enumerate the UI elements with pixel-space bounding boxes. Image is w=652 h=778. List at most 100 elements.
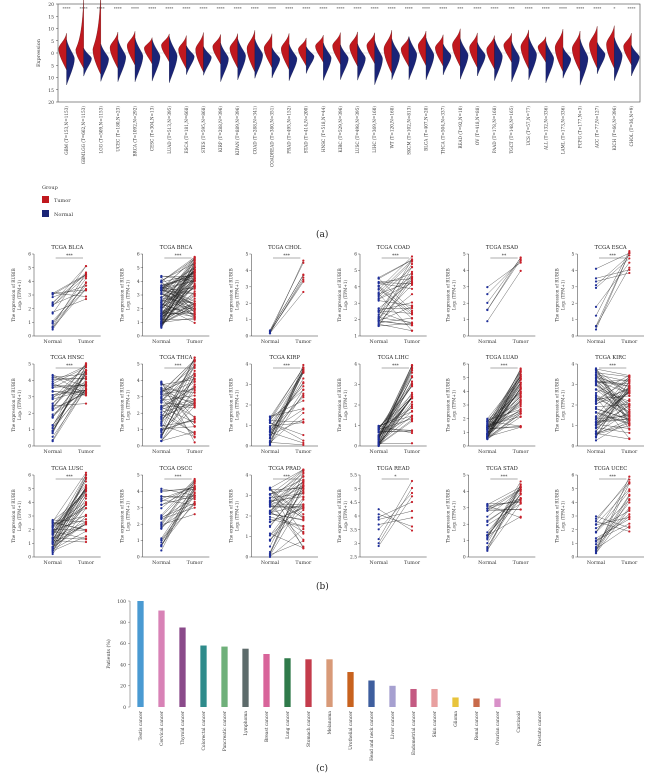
normal-point (486, 431, 489, 435)
pair-line (161, 271, 195, 291)
pair-line (378, 285, 413, 313)
y-axis-label: The expression of RUBIB (446, 268, 451, 321)
y-tick-label: 10 (48, 76, 54, 82)
tumor-point (84, 497, 88, 500)
normal-point (268, 534, 272, 537)
significance-label: **** (319, 6, 327, 11)
violin-tumor (92, 0, 101, 75)
tumor-point (519, 516, 522, 519)
y-tick-label: 0 (137, 556, 140, 561)
pair-line (161, 257, 195, 282)
y-axis-label: Log₂ (TPM+1) (17, 279, 22, 310)
normal-point (160, 439, 163, 443)
pair-line (487, 489, 521, 512)
x-tick-label: Thyroid cancer (181, 710, 186, 745)
bar (410, 688, 417, 707)
pair-line (378, 510, 413, 520)
normal-point (594, 411, 598, 414)
pair-line (269, 420, 304, 423)
tumor-point (519, 508, 522, 511)
tumor-point (519, 269, 522, 272)
tumor-point (519, 483, 522, 487)
tumor-point (519, 499, 522, 502)
tumor-point (193, 394, 196, 397)
pair-line (269, 291, 304, 334)
tumor-point (628, 378, 631, 381)
normal-point (51, 304, 54, 307)
normal-point (377, 294, 380, 297)
normal-point (160, 396, 163, 400)
tumor-point (193, 282, 196, 285)
violin-normal (631, 45, 640, 76)
pair-line (161, 514, 195, 525)
pair-line (52, 390, 87, 396)
normal-point (160, 284, 163, 287)
tumor-point (84, 471, 88, 474)
tumor-point (193, 391, 196, 394)
tumor-point (193, 293, 196, 296)
normal-point (160, 429, 163, 433)
pair-line (161, 292, 195, 313)
tumor-point (302, 399, 305, 402)
tumor-point (193, 318, 196, 321)
tumor-point (193, 300, 196, 303)
normal-point (377, 537, 380, 541)
pair-line (595, 395, 630, 400)
tumor-point (410, 529, 414, 532)
pair-line (161, 365, 195, 433)
normal-point (160, 500, 163, 503)
pair-line (52, 494, 87, 551)
tumor-point (193, 285, 196, 288)
significance-label: **** (593, 6, 601, 11)
violin-normal (494, 38, 503, 81)
tumor-point (410, 525, 414, 528)
normal-point (51, 386, 54, 389)
normal-point (594, 405, 598, 409)
pair-line (52, 403, 87, 406)
y-tick-label: 4 (28, 280, 31, 285)
significance-label: **** (148, 6, 156, 11)
violin-normal (220, 43, 229, 82)
normal-point (594, 551, 598, 554)
pair-line (161, 382, 195, 427)
pair-line (161, 489, 195, 491)
x-tick-label: KICH (T=66,N=396) (612, 106, 617, 151)
tumor-point (84, 503, 88, 507)
normal-point (377, 424, 380, 428)
tumor-point (628, 506, 631, 509)
normal-point (268, 518, 272, 521)
tumor-point (302, 498, 305, 501)
normal-point (51, 423, 54, 427)
pair-line (487, 270, 521, 322)
legend-title: Group (42, 185, 58, 191)
normal-point (160, 487, 163, 490)
pair-line (595, 376, 630, 417)
tumor-point (302, 433, 305, 437)
pair-line (161, 387, 195, 427)
tumor-point (519, 485, 522, 489)
pair-line (595, 387, 630, 405)
y-tick-label: 4 (463, 390, 466, 395)
significance-label: **** (182, 6, 190, 11)
normal-point (594, 325, 598, 328)
pair-line (269, 496, 304, 502)
y-tick-label: 1 (137, 428, 140, 433)
y-tick-label: 10 (48, 27, 54, 33)
tumor-point (410, 391, 414, 394)
x-tick-label: Tumor (295, 339, 312, 345)
pair-line (595, 380, 630, 394)
tumor-point (410, 486, 414, 490)
pair-line (161, 361, 195, 418)
tumor-point (410, 363, 414, 367)
y-tick-label: 60 (120, 641, 126, 647)
normal-point (594, 439, 598, 442)
y-tick-label: 1 (572, 318, 575, 323)
y-tick-label: 6 (354, 253, 357, 258)
significance-label: *** (509, 6, 515, 11)
tumor-point (519, 490, 522, 493)
tumor-point (193, 315, 196, 318)
pair-line (52, 373, 87, 378)
x-tick-label: Cervical cancer (160, 710, 165, 746)
pair-line (595, 258, 630, 289)
pair-line (161, 360, 195, 399)
